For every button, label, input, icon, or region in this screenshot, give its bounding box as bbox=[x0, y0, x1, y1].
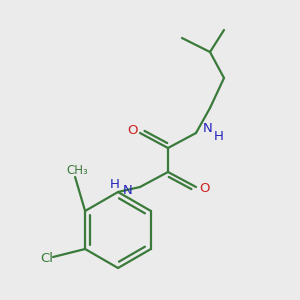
Text: H: H bbox=[110, 178, 120, 190]
Text: Cl: Cl bbox=[40, 253, 54, 266]
Text: N: N bbox=[123, 184, 133, 197]
Text: CH₃: CH₃ bbox=[66, 164, 88, 178]
Text: O: O bbox=[199, 182, 209, 196]
Text: O: O bbox=[127, 124, 137, 137]
Text: H: H bbox=[214, 130, 224, 142]
Text: N: N bbox=[203, 122, 213, 136]
